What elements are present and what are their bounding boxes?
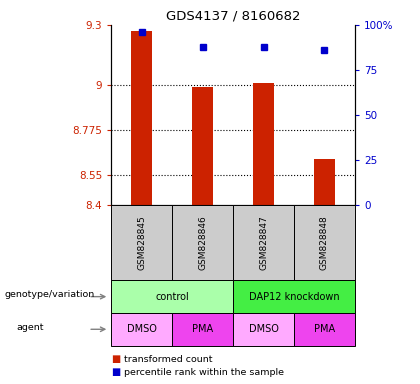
- Text: DMSO: DMSO: [249, 324, 278, 334]
- Text: GSM828848: GSM828848: [320, 215, 329, 270]
- Text: GDS4137 / 8160682: GDS4137 / 8160682: [166, 10, 300, 23]
- Text: GSM828846: GSM828846: [198, 215, 207, 270]
- Text: DAP12 knockdown: DAP12 knockdown: [249, 291, 339, 302]
- Text: agent: agent: [17, 323, 44, 332]
- Text: percentile rank within the sample: percentile rank within the sample: [124, 368, 284, 377]
- Text: control: control: [155, 291, 189, 302]
- Text: PMA: PMA: [192, 324, 213, 334]
- Text: genotype/variation: genotype/variation: [4, 290, 94, 299]
- Text: ■: ■: [111, 367, 121, 377]
- Text: ■: ■: [111, 354, 121, 364]
- Bar: [253, 83, 274, 205]
- Bar: [314, 159, 335, 205]
- Text: DMSO: DMSO: [127, 324, 157, 334]
- Text: GSM828847: GSM828847: [259, 215, 268, 270]
- Text: transformed count: transformed count: [124, 354, 213, 364]
- Bar: [192, 87, 213, 205]
- Text: GSM828845: GSM828845: [137, 215, 146, 270]
- Text: PMA: PMA: [314, 324, 335, 334]
- Bar: [131, 31, 152, 205]
